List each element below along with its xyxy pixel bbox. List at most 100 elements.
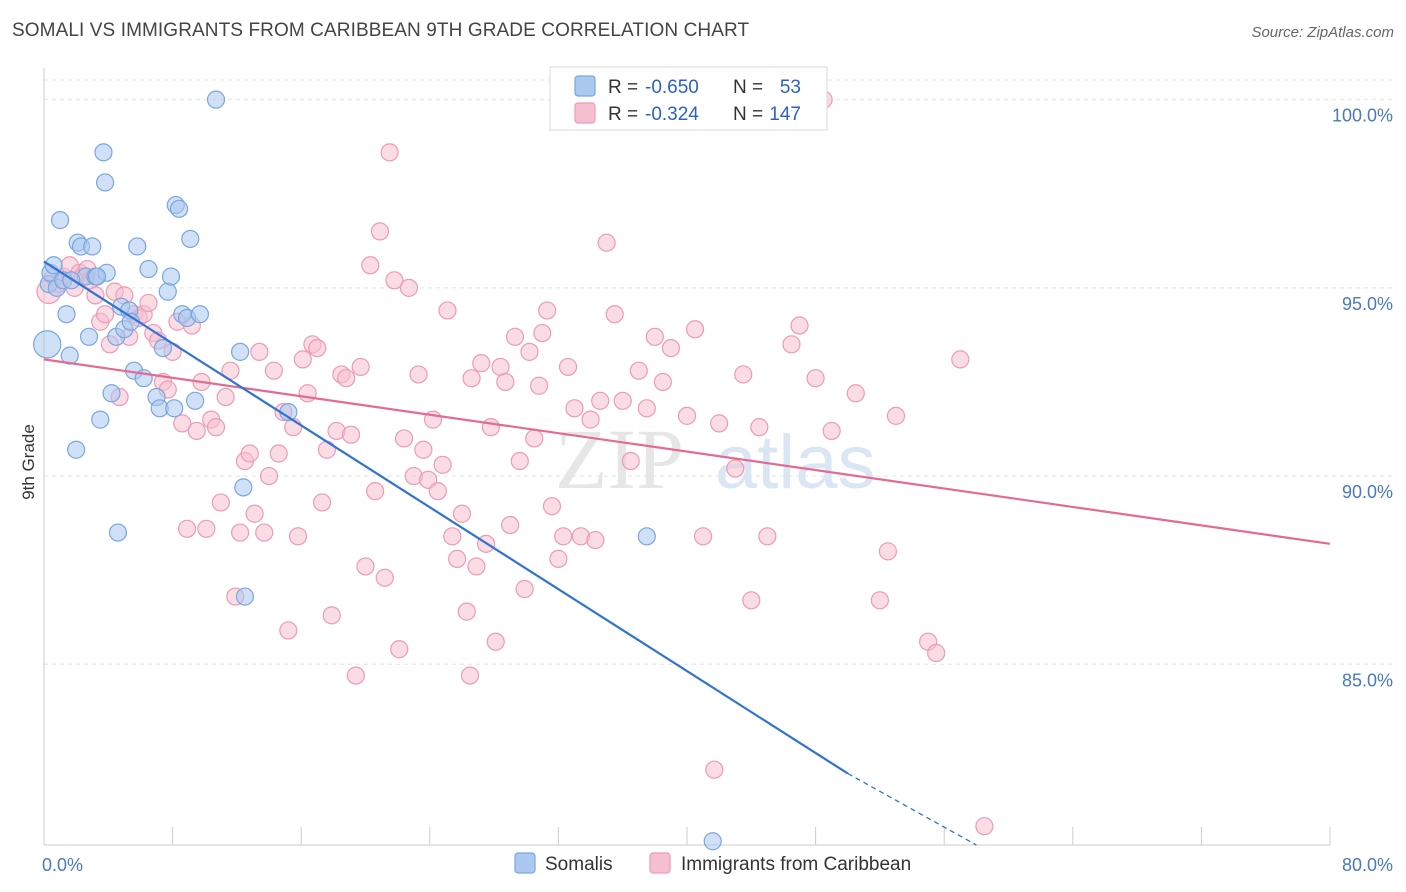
series-legend-swatch-caribbean — [649, 852, 671, 874]
somali-point-34 — [158, 282, 177, 301]
somali-point-5 — [50, 211, 70, 230]
caribbean-point-116 — [621, 451, 640, 471]
somali-trend-line-extension — [847, 772, 977, 846]
caribbean-point-121 — [661, 338, 681, 358]
caribbean-point-137 — [927, 643, 946, 663]
caribbean-point-66 — [356, 557, 375, 576]
caribbean-point-43 — [245, 504, 264, 523]
caribbean-point-145 — [530, 376, 549, 395]
stats-legend: R = -0.650 N = 53 R = -0.324 N = 147 — [549, 66, 828, 131]
caribbean-point-85 — [448, 549, 467, 569]
somali-point-46 — [234, 478, 253, 497]
somali-point-14 — [83, 237, 102, 256]
caribbean-point-64 — [346, 666, 365, 685]
somali-point-9 — [67, 440, 86, 459]
caribbean-point-115 — [613, 391, 632, 410]
caribbean-point-113 — [597, 233, 616, 252]
caribbean-point-120 — [653, 372, 672, 392]
caribbean-point-74 — [394, 429, 414, 448]
grid-lines — [44, 79, 1395, 665]
caribbean-point-68 — [366, 482, 385, 501]
caribbean-point-92 — [481, 418, 500, 437]
caribbean-point-63 — [341, 425, 361, 444]
caribbean-point-131 — [822, 421, 841, 441]
caribbean-point-122 — [677, 406, 697, 425]
caribbean-point-42 — [240, 444, 259, 463]
caribbean-point-94 — [491, 357, 510, 377]
somali-trend-line — [43, 260, 849, 775]
caribbean-point-35 — [206, 418, 226, 437]
x-tick-label-80: 80.0% — [1342, 855, 1393, 875]
chart-title: SOMALI VS IMMIGRANTS FROM CARIBBEAN 9TH … — [12, 20, 750, 41]
somali-point-45 — [231, 342, 250, 361]
y-tick-label-3: 100.0% — [1332, 106, 1393, 126]
y-axis-label: 9th Grade — [19, 424, 38, 500]
caribbean-point-126 — [726, 459, 745, 478]
caribbean-point-117 — [629, 361, 648, 380]
somali-point-36 — [165, 399, 184, 418]
somali-point-33 — [153, 338, 173, 358]
caribbean-point-97 — [505, 327, 525, 346]
caribbean-point-84 — [443, 527, 462, 546]
caribbean-point-47 — [264, 361, 283, 380]
caribbean-point-99 — [515, 579, 534, 599]
somali-point-20 — [102, 384, 121, 403]
caribbean-point-127 — [734, 365, 753, 384]
caribbean-point-133 — [870, 591, 890, 610]
caribbean-point-106 — [554, 527, 573, 546]
caribbean-point-139 — [975, 817, 994, 836]
somali-point-28 — [128, 237, 147, 256]
somali-point-43 — [190, 305, 210, 324]
caribbean-point-119 — [645, 327, 664, 346]
legend-r-value-caribbean: -0.324 — [645, 104, 699, 125]
legend-r-label-caribbean: R = — [608, 104, 638, 125]
caribbean-point-135 — [886, 406, 906, 425]
caribbean-point-58 — [317, 440, 337, 459]
somali-point-35 — [161, 267, 181, 286]
caribbean-point-125 — [710, 414, 729, 433]
y-tick-labels: 85.0% 90.0% 95.0% 100.0% — [1332, 106, 1393, 691]
caribbean-point-82 — [433, 455, 452, 474]
caribbean-point-98 — [510, 451, 529, 471]
trend-lines — [43, 260, 1331, 846]
y-tick-label-0: 85.0% — [1342, 670, 1393, 690]
caribbean-point-114 — [605, 305, 624, 324]
caribbean-point-132 — [846, 384, 865, 403]
caribbean-point-111 — [586, 530, 605, 550]
caribbean-point-107 — [558, 357, 578, 377]
source-label: Source: ZipAtlas.com — [1251, 24, 1394, 41]
somali-point-16 — [91, 410, 110, 429]
caribbean-point-105 — [549, 549, 568, 569]
caribbean-point-104 — [542, 497, 562, 516]
series-legend-swatch-somalis — [514, 852, 536, 874]
somali-point-50 — [703, 832, 722, 851]
caribbean-point-146 — [460, 666, 480, 685]
legend-n-value-somali: 53 — [780, 77, 801, 98]
caribbean-point-40 — [231, 523, 250, 542]
caribbean-point-142 — [782, 335, 801, 354]
somali-points — [33, 90, 722, 851]
caribbean-point-143 — [790, 316, 809, 335]
caribbean-point-67 — [361, 256, 380, 275]
legend-n-label-caribbean: N = — [733, 104, 763, 125]
somali-point-13 — [79, 327, 99, 346]
caribbean-point-44 — [250, 342, 269, 361]
caribbean-point-110 — [581, 410, 600, 429]
caribbean-point-108 — [565, 399, 584, 418]
caribbean-point-140 — [705, 760, 724, 779]
caribbean-point-102 — [533, 323, 552, 343]
caribbean-point-46 — [259, 466, 279, 486]
caribbean-point-101 — [525, 429, 544, 448]
caribbean-point-73 — [390, 640, 409, 659]
somali-point-7 — [57, 305, 76, 324]
caribbean-point-59 — [322, 606, 341, 625]
caribbean-point-71 — [380, 143, 399, 162]
somali-point-52 — [87, 267, 107, 286]
caribbean-point-95 — [496, 372, 515, 392]
somali-point-18 — [95, 173, 115, 192]
caribbean-point-52 — [288, 527, 308, 546]
caribbean-point-129 — [750, 418, 769, 437]
caribbean-point-144 — [806, 369, 825, 388]
series-legend-label-somalis: Somalis — [545, 854, 613, 875]
somali-point-42 — [186, 391, 205, 410]
